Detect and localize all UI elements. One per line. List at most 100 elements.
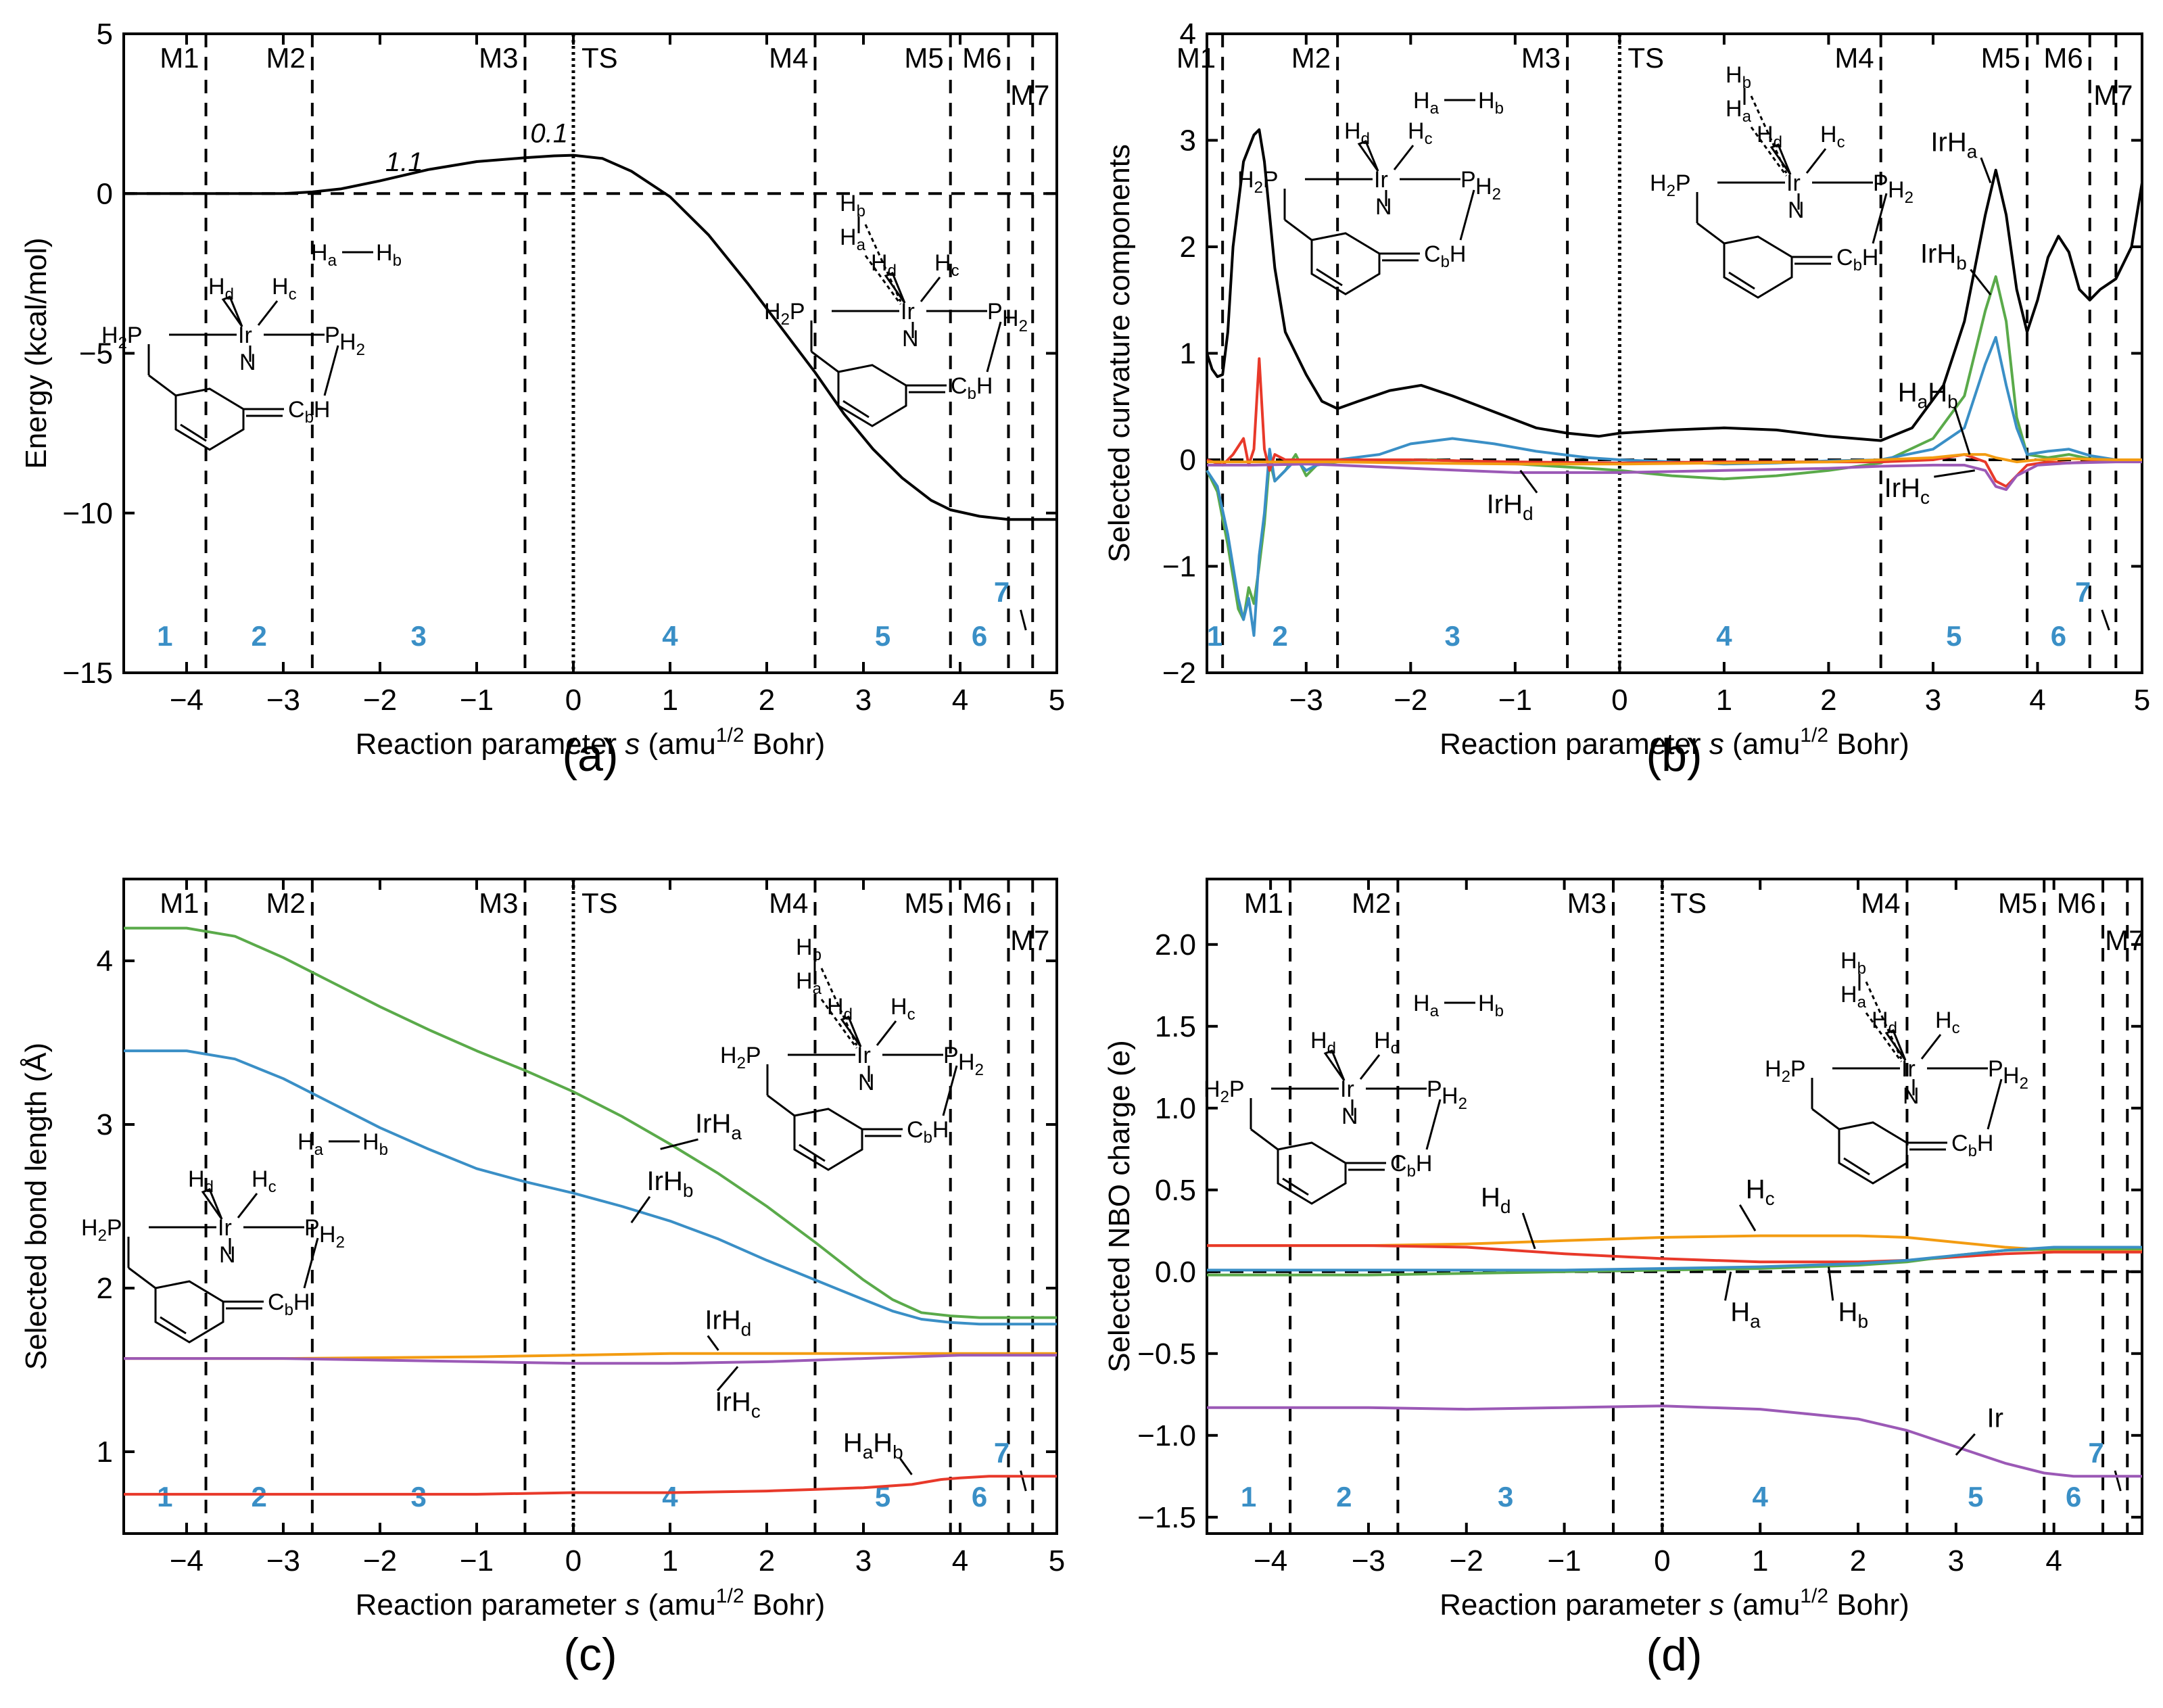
point-label: M7 (2093, 79, 2133, 111)
point-label: M2 (266, 42, 306, 74)
h2-molecule: Ha Hb (298, 1129, 388, 1159)
reactant-complex: IrHd Hc H2P P H2 N CbH (1204, 1028, 1467, 1205)
atom-label: N (902, 326, 919, 352)
series-irhd (1207, 453, 2142, 466)
region-label: 4 (662, 1481, 678, 1513)
region-label: 3 (1444, 620, 1460, 652)
series-irha (1206, 275, 2142, 621)
curve-label-arrow (1521, 1212, 1536, 1250)
h2-label: Hb (1478, 88, 1504, 118)
atom-label: Hc (1935, 1007, 1960, 1037)
point-label: M4 (769, 42, 808, 74)
atom-label: CbH (288, 397, 330, 427)
panel-label: (a) (562, 730, 618, 781)
region-label: 2 (252, 1481, 267, 1513)
point-label: M7 (1010, 924, 1049, 956)
x-tick-label: 2 (759, 684, 775, 717)
complex-labels: IrHd Hc H2P P H2 N CbH Hb Ha (764, 191, 1028, 403)
y-tick-label: 1.0 (1155, 1092, 1196, 1125)
agostic-bond (1750, 95, 1788, 174)
series-ir (1207, 1404, 2142, 1478)
curve-label-arrow (1738, 1204, 1757, 1232)
atom-label: Hc (1820, 122, 1845, 151)
x-tick-label: −3 (1289, 684, 1323, 717)
atom-label: Hd (871, 250, 897, 280)
panel-label: (b) (1646, 730, 1702, 781)
x-tick-label: −4 (1254, 1544, 1287, 1577)
point-label: M1 (1176, 42, 1216, 74)
series-irhc (124, 1354, 1057, 1365)
y-tick-label: 0.5 (1155, 1174, 1196, 1207)
atom-label: Hb (1726, 62, 1751, 92)
panel-b: −3 −2 −1 0 1 2 3 4 5 −2 −1 0 1 2 3 4 Reaction parameter … (1103, 18, 2150, 781)
agostic-bond (1750, 126, 1788, 176)
atom-label: Hd (188, 1166, 214, 1196)
agostic-bond (820, 968, 858, 1046)
curve-label-arrow (707, 1335, 719, 1351)
point-label: M1 (1244, 887, 1283, 919)
region-label: 1 (1207, 620, 1222, 652)
curve-label-arrow (660, 1138, 698, 1150)
region-label: 1 (157, 620, 172, 652)
atom-label: H2 (1888, 177, 1914, 207)
point-label: M1 (160, 887, 199, 919)
complex-labels: IrHd Hc H2P P H2 N CbH (1237, 118, 1501, 271)
complex-labels: IrHd Hc H2P P H2 N CbH (81, 1166, 345, 1319)
y-tick-label: −2 (1162, 657, 1196, 690)
point-label: TS (1670, 887, 1707, 919)
y-tick-label: 1 (97, 1436, 113, 1469)
atom-label: P (1873, 170, 1888, 196)
y-axis-label: Selected NBO charge (e) (1103, 1040, 1136, 1373)
atom-label: Ir (238, 323, 252, 348)
x-tick-label: −3 (1352, 1544, 1385, 1577)
product-complex: IrHd Hc H2P P H2 N CbH Hb Ha (1650, 62, 1914, 299)
region-label: 1 (157, 1481, 172, 1513)
x-tick-label: −3 (266, 684, 300, 717)
h2-label: Hb (362, 1129, 388, 1159)
x-axis-label: Reaction parameter s (amu1/2 Bohr) (356, 724, 826, 761)
y-tick-label: 3 (1180, 124, 1196, 158)
curve-label-arrow (1828, 1266, 1834, 1301)
atom-label: Hb (1840, 948, 1866, 978)
h2-label: Hb (376, 240, 402, 270)
atom-label: Hd (827, 994, 853, 1024)
y-axis-label: Selected bond length (Å) (20, 1043, 53, 1370)
atom-label: Hd (1310, 1028, 1336, 1058)
x-tick-label: 3 (1925, 684, 1941, 717)
curve-label: IrHd (1487, 490, 1534, 524)
curve-label: IrHa (695, 1109, 742, 1143)
atom-label: H2P (720, 1043, 761, 1072)
agostic-bond (864, 255, 902, 305)
x-tick-label: 4 (952, 1544, 968, 1577)
region-label: 6 (2051, 620, 2066, 652)
reactant-complex: IrHd Hc H2P P H2 N CbH (1237, 118, 1501, 295)
series-hahb (1206, 357, 2142, 488)
region-label: 4 (662, 620, 678, 652)
series-irha (124, 926, 1057, 1319)
series-irhc (1207, 460, 2142, 492)
atom-label: P (987, 299, 1003, 325)
x-axis-label: Reaction parameter s (amu1/2 Bohr) (356, 1585, 826, 1621)
region-label: 6 (2066, 1481, 2081, 1513)
x-tick-label: 0 (1611, 684, 1627, 717)
x-tick-label: 0 (565, 1544, 581, 1577)
plot-frame (122, 32, 1058, 674)
region-arrow (1020, 609, 1027, 631)
point-label: M2 (1291, 42, 1331, 74)
curve-label-arrow (630, 1195, 651, 1224)
atom-label: CbH (951, 373, 993, 403)
product-complex: IrHd Hc H2P P H2 N CbH Hb Ha (1765, 948, 2028, 1185)
x-tick-label: 5 (1049, 684, 1065, 717)
region-label: 6 (972, 620, 987, 652)
x-tick-label: 3 (855, 684, 872, 717)
atom-label: Ir (901, 299, 915, 325)
region-label: 5 (1968, 1481, 1983, 1513)
x-tick-label: 4 (2045, 1544, 2062, 1577)
curve-label-arrow (1724, 1271, 1732, 1301)
atom-label: N (1903, 1083, 1920, 1109)
atom-label: Ir (1901, 1056, 1916, 1082)
atom-label: Ha (840, 224, 866, 254)
y-tick-label: 5 (97, 18, 113, 51)
series-hb (1207, 1246, 2142, 1272)
